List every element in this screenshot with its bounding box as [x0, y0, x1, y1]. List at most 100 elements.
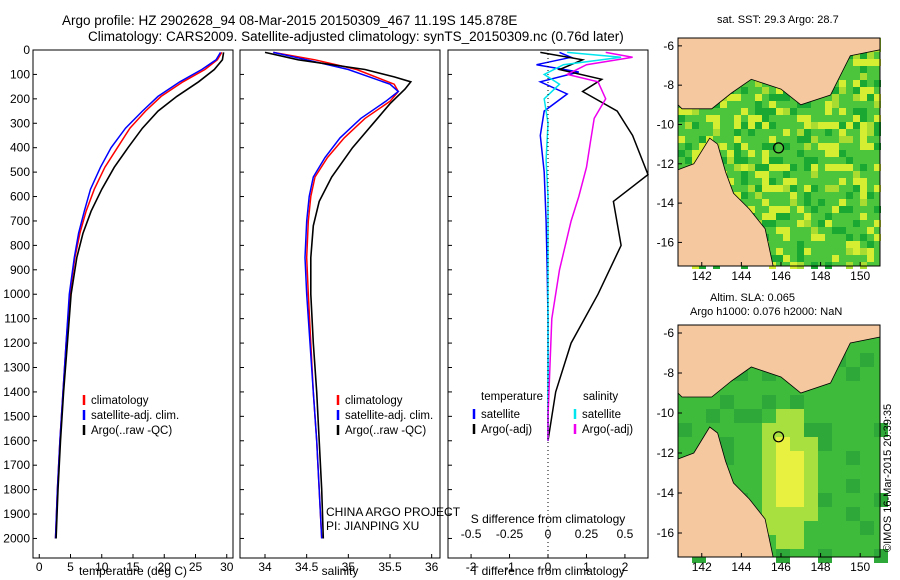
ocean-cell [790, 409, 804, 423]
lon-tick-label: 150 [850, 269, 870, 283]
ocean-cell [874, 122, 881, 129]
ocean-cell [720, 101, 727, 108]
lat-tick-label: -16 [657, 526, 675, 540]
depth-tick-label: 1400 [3, 385, 30, 399]
ocean-cell [839, 227, 846, 234]
depth-tick-label: 1100 [4, 312, 30, 326]
series-line-argo---raw--qc- [55, 52, 225, 539]
ocean-cell [790, 521, 804, 535]
ocean-cell [762, 157, 769, 164]
depth-tick-label: 1700 [3, 458, 30, 472]
ocean-cell [741, 192, 748, 199]
ocean-cell [776, 507, 790, 521]
ocean-cell [867, 94, 874, 101]
ocean-cell [769, 94, 776, 101]
lat-tick-label: -16 [657, 235, 675, 249]
ocean-cell [818, 549, 832, 563]
ocean-cell [874, 423, 888, 437]
ocean-cell [867, 143, 874, 150]
ocean-cell [804, 164, 811, 171]
ocean-cell [867, 248, 874, 255]
s-tick-label: -0.5 [461, 527, 482, 541]
ocean-cell [769, 136, 776, 143]
ocean-cell [860, 353, 874, 367]
legend-label: Argo(-adj) [481, 424, 532, 436]
series-line-salinity-satellite [542, 51, 622, 441]
temperature-xlabel: temperature (deg C) [79, 564, 187, 578]
ocean-cell [790, 507, 804, 521]
ocean-cell [860, 108, 867, 115]
ocean-cell [734, 129, 741, 136]
x-tick-label: 36 [425, 560, 439, 574]
ocean-cell [811, 185, 818, 192]
ocean-cell [860, 248, 867, 255]
ocean-cell [790, 199, 797, 206]
depth-tick-label: 400 [10, 141, 30, 155]
ocean-cell [853, 220, 860, 227]
x-tick-label: 35.5 [378, 560, 402, 574]
ocean-cell [867, 52, 874, 59]
x-tick-label: 25 [189, 560, 203, 574]
ocean-cell [769, 206, 776, 213]
lat-tick-label: -12 [657, 157, 675, 171]
ocean-cell [797, 206, 804, 213]
sla-label: Altim. SLA: 0.065 [710, 292, 795, 304]
ocean-cell [839, 108, 846, 115]
ocean-cell [692, 108, 699, 115]
ocean-cell [790, 108, 797, 115]
ocean-cell [748, 206, 755, 213]
ocean-cell [860, 52, 867, 59]
legend-label: climatology [91, 395, 149, 407]
ocean-cell [860, 94, 867, 101]
x-tick-label: 0 [36, 560, 43, 574]
ocean-cell [832, 185, 839, 192]
temperature-chart: 0 5 10 15 20 25 30 climatology satellite-adj. cl… [33, 49, 234, 574]
ocean-cell [846, 451, 860, 465]
ocean-cell [839, 178, 846, 185]
ocean-cell [853, 59, 860, 66]
ocean-cell [776, 87, 783, 94]
ocean-cell [832, 101, 839, 108]
ocean-cell [762, 171, 769, 178]
ocean-cell [685, 143, 692, 150]
depth-tick-label: 2000 [3, 531, 30, 545]
ocean-cell [769, 185, 776, 192]
ocean-cell [741, 143, 748, 150]
lon-tick-label: 144 [731, 560, 751, 574]
salinity-chart: 34 34.5 35 35.5 36 climatology satellite-adj. … [240, 49, 439, 574]
series-line-climatology [54, 52, 223, 539]
ocean-cell [874, 129, 881, 136]
lat-tick-label: -12 [657, 446, 675, 460]
ocean-cell [720, 143, 727, 150]
ocean-cell [741, 108, 748, 115]
ocean-cell [727, 178, 734, 185]
ocean-cell [734, 94, 741, 101]
ocean-cell [776, 423, 790, 437]
ocean-cell [846, 136, 853, 143]
ocean-cell [860, 178, 867, 185]
x-tick-label: 15 [126, 560, 140, 574]
ocean-cell [762, 199, 769, 206]
ocean-cell [860, 66, 867, 73]
ocean-cell [839, 199, 846, 206]
ocean-cell [832, 94, 839, 101]
ocean-cell [692, 122, 699, 129]
ocean-cell [776, 409, 790, 423]
ocean-cell [797, 241, 804, 248]
ocean-cell [797, 115, 804, 122]
ocean-cell [762, 220, 769, 227]
ocean-cell [748, 122, 755, 129]
ocean-cell [776, 521, 790, 535]
imos-credit: ©IMOS 16-Mar-2015 20:39:35 [882, 403, 894, 552]
ocean-cell [825, 101, 832, 108]
ocean-cell [762, 479, 776, 493]
ocean-cell [783, 206, 790, 213]
ocean-cell [818, 423, 832, 437]
ocean-cell [776, 465, 790, 479]
ocean-cell [748, 164, 755, 171]
ocean-cell [678, 115, 685, 122]
lat-tick-label: -8 [663, 366, 674, 380]
x-tick-label: -2 [466, 560, 477, 574]
ocean-cell [734, 164, 741, 171]
x-tick-label: 5 [67, 560, 74, 574]
